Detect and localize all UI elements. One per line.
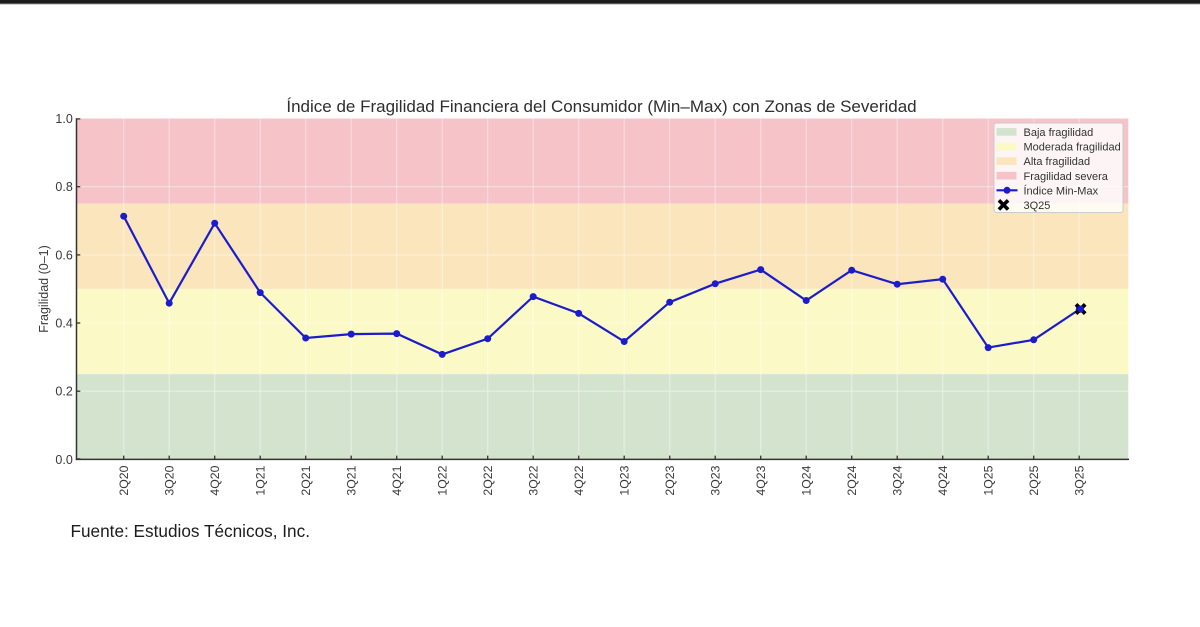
svg-text:3Q21: 3Q21 xyxy=(345,465,359,495)
svg-text:Fragilidad (0–1): Fragilidad (0–1) xyxy=(37,245,51,333)
svg-text:0.4: 0.4 xyxy=(55,316,72,330)
svg-text:3Q25: 3Q25 xyxy=(1073,465,1087,495)
svg-text:Moderada fragilidad: Moderada fragilidad xyxy=(1024,142,1121,154)
svg-text:4Q20: 4Q20 xyxy=(208,465,222,495)
svg-text:4Q22: 4Q22 xyxy=(572,465,586,495)
svg-text:Fragilidad severa: Fragilidad severa xyxy=(1024,171,1109,183)
svg-text:1Q25: 1Q25 xyxy=(982,465,996,495)
svg-text:2Q20: 2Q20 xyxy=(117,465,131,495)
svg-text:2Q24: 2Q24 xyxy=(845,465,859,495)
svg-text:2Q21: 2Q21 xyxy=(299,465,313,495)
svg-text:0.8: 0.8 xyxy=(55,180,72,194)
svg-text:1Q24: 1Q24 xyxy=(800,465,814,495)
svg-text:3Q22: 3Q22 xyxy=(527,465,541,495)
svg-text:Baja fragilidad: Baja fragilidad xyxy=(1024,127,1094,139)
svg-text:Índice Min-Max: Índice Min-Max xyxy=(1024,184,1099,197)
svg-text:3Q24: 3Q24 xyxy=(891,465,905,495)
svg-text:1Q22: 1Q22 xyxy=(436,465,450,495)
svg-text:Fuente: Estudios Técnicos, Inc: Fuente: Estudios Técnicos, Inc. xyxy=(71,521,310,541)
svg-text:Índice de Fragilidad Financier: Índice de Fragilidad Financiera del Cons… xyxy=(286,97,916,116)
svg-text:1Q21: 1Q21 xyxy=(254,465,268,495)
svg-text:0.0: 0.0 xyxy=(55,453,72,467)
svg-text:4Q23: 4Q23 xyxy=(754,465,768,495)
svg-text:0.6: 0.6 xyxy=(55,248,72,262)
svg-text:3Q23: 3Q23 xyxy=(709,465,723,495)
svg-text:0.2: 0.2 xyxy=(55,385,72,399)
svg-text:4Q24: 4Q24 xyxy=(936,465,950,495)
svg-text:3Q20: 3Q20 xyxy=(163,465,177,495)
svg-text:2Q25: 2Q25 xyxy=(1027,465,1041,495)
svg-text:2Q23: 2Q23 xyxy=(663,465,677,495)
svg-text:2Q22: 2Q22 xyxy=(481,465,495,495)
svg-text:1Q23: 1Q23 xyxy=(618,465,632,495)
svg-text:4Q21: 4Q21 xyxy=(390,465,404,495)
svg-text:1.0: 1.0 xyxy=(55,112,72,126)
svg-text:3Q25: 3Q25 xyxy=(1024,200,1051,212)
svg-text:Alta fragilidad: Alta fragilidad xyxy=(1024,156,1091,168)
